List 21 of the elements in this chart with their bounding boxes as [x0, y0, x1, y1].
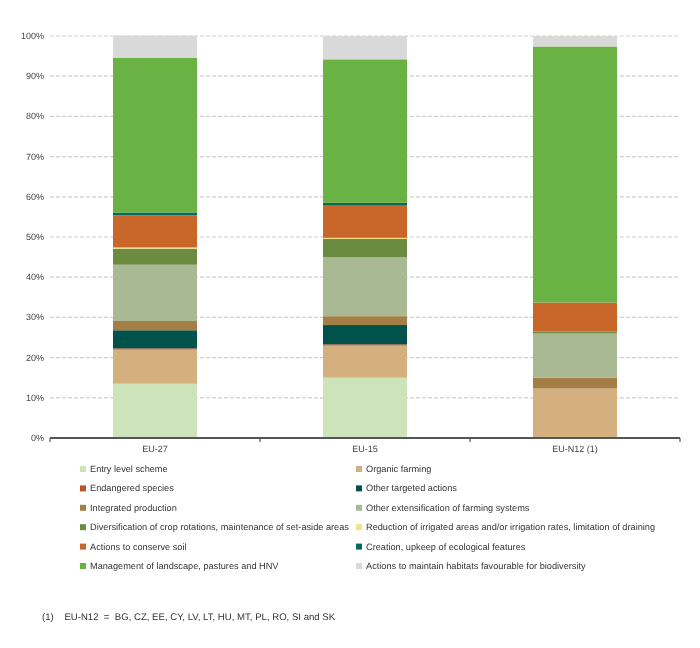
bar: [113, 330, 197, 349]
bar: [113, 57, 197, 213]
bar: [323, 377, 407, 438]
bar: [323, 325, 407, 345]
bar: [323, 316, 407, 326]
bar: [113, 248, 197, 265]
bar: [533, 377, 617, 389]
bar: [113, 215, 197, 248]
bar: [323, 345, 407, 378]
bar: [533, 46, 617, 303]
bar: [323, 59, 407, 203]
bar: [533, 333, 617, 378]
bar: [323, 257, 407, 317]
bar: [113, 349, 197, 384]
bar: [533, 302, 617, 332]
bar: [113, 321, 197, 331]
bar: [323, 205, 407, 238]
bar: [113, 264, 197, 322]
bar: [323, 239, 407, 258]
bar: [533, 388, 617, 438]
bar: [113, 383, 197, 438]
